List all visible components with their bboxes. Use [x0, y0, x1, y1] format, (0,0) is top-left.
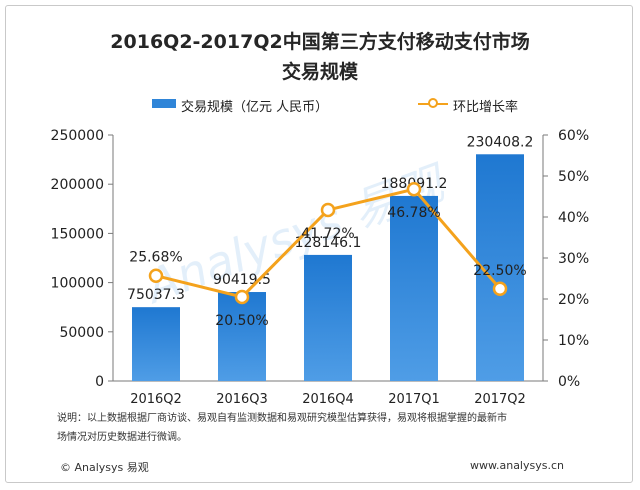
y-left-tick-label: 0: [95, 374, 104, 390]
growth-point: [492, 281, 508, 296]
y-right-tick-label: 20%: [558, 292, 589, 308]
chart-frame: [5, 5, 633, 483]
y-left-tick-label: 50000: [59, 325, 104, 341]
bar: [218, 292, 266, 381]
bar: [132, 307, 180, 381]
growth-point: [234, 289, 250, 305]
y-left-tick-label: 250000: [51, 128, 104, 144]
y-left-tick-label: 150000: [51, 226, 104, 242]
footer-brand: © Analysys 易观: [60, 461, 149, 474]
y-right-tick-label: 40%: [558, 210, 589, 226]
bar: [390, 195, 438, 381]
y-right-tick-label: 50%: [558, 169, 589, 185]
y-right-tick-label: 10%: [558, 333, 589, 349]
growth-point: [406, 181, 422, 197]
footer-url: www.analysys.cn: [470, 459, 564, 472]
legend-bar-swatch: [152, 99, 176, 108]
bar: [476, 154, 524, 381]
y-left-tick-label: 100000: [51, 276, 104, 292]
bar: [304, 254, 352, 381]
y-right-tick-label: 30%: [558, 251, 589, 267]
x-tick-label: 2017Q2: [474, 392, 526, 407]
legend-bar-label: 交易规模（亿元 人民币）: [181, 100, 329, 115]
legend-line-label: 环比增长率: [453, 100, 519, 115]
x-tick-label: 2016Q4: [302, 392, 354, 407]
growth-point: [320, 202, 336, 218]
footnote-line1: 说明：以上数据根据厂商访谈、易观自有监测数据和易观研究模型估算获得，易观将根据掌…: [57, 413, 507, 424]
x-tick-label: 2016Q3: [216, 392, 268, 407]
y-right-tick-label: 60%: [558, 128, 589, 144]
growth-point: [148, 268, 164, 283]
legend-line-marker: [428, 98, 438, 108]
chart-title-line2: 交易规模: [281, 61, 358, 83]
y-left-tick-label: 200000: [51, 177, 104, 193]
footnote-line2: 场情况对历史数据进行微调。: [57, 432, 187, 443]
growth-value-label: 22.50%: [473, 263, 526, 279]
bar-value-label: 128146.1: [295, 235, 362, 251]
x-tick-label: 2016Q2: [130, 392, 182, 407]
bar-value-label: 230408.2: [467, 134, 534, 150]
growth-value-label: 20.50%: [215, 313, 268, 329]
growth-value-label: 25.68%: [129, 250, 182, 266]
y-right-tick-label: 0%: [558, 374, 580, 390]
growth-value-label: 41.72%: [301, 226, 354, 242]
growth-value-label: 46.78%: [387, 205, 440, 221]
x-tick-label: 2017Q1: [388, 392, 440, 407]
chart-title-line1: 2016Q2-2017Q2中国第三方支付移动支付市场: [110, 31, 530, 53]
bar-value-label: 75037.3: [127, 287, 185, 303]
